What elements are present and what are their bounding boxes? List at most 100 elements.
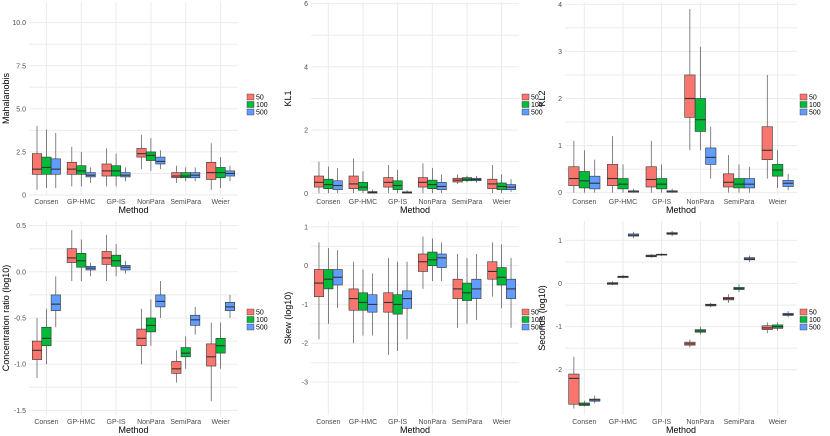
legend-key-500 [246, 323, 255, 331]
y-tick-label: -0.5 [14, 316, 26, 323]
x-tick-label: SemiPara [724, 419, 755, 426]
box-100 [41, 326, 52, 347]
x-axis-title: Method [118, 205, 148, 215]
x-tick-label: Consen [316, 419, 340, 426]
box-50 [487, 261, 498, 280]
legend-key-100 [521, 101, 530, 108]
y-tick-label: -2 [302, 341, 308, 348]
x-tick-label: NonPara [137, 199, 165, 206]
y-tick-label: 2.5 [16, 149, 26, 156]
legend-label: 500 [256, 325, 268, 332]
box-50 [348, 175, 359, 189]
plot-area [29, 2, 238, 195]
y-axis-title: Skew (log10) [283, 292, 293, 345]
box-100 [41, 156, 52, 175]
y-axis-title: Seconds (log10) [537, 285, 547, 351]
box-50 [66, 248, 77, 263]
y-tick-label: 0.5 [16, 223, 26, 230]
legend-key-50 [799, 308, 808, 316]
x-tick-label: GP-IS [107, 419, 126, 426]
box-100 [427, 251, 438, 266]
y-tick-label: -1 [302, 302, 308, 309]
chart-panel-1: 0 2.5 5.0 7.5 10.0 Consen GP-HMC GP-IS NonPara Se… [1, 2, 268, 215]
y-tick-label: 4 [558, 2, 562, 9]
x-tick-label: Consen [572, 199, 596, 206]
legend-label: 100 [809, 317, 821, 324]
x-tick-label: Consen [572, 419, 596, 426]
x-tick-label: Consen [316, 199, 340, 206]
x-tick-label: Consen [34, 199, 58, 206]
legend-key-500 [799, 108, 808, 116]
x-tick-label: NonPara [687, 199, 715, 206]
y-tick-label: 0 [558, 190, 562, 197]
y-tick-label: 2 [304, 128, 308, 135]
box-50 [66, 161, 77, 175]
y-tick-label: 4 [304, 64, 308, 71]
y-axis-title: Mahalanobis [1, 72, 11, 124]
box-500 [743, 178, 755, 189]
x-tick-label: Weier [212, 199, 231, 206]
x-tick-label: GP-HMC [67, 419, 95, 426]
box-100 [76, 165, 87, 175]
x-tick-label: Weier [769, 199, 788, 206]
legend-key-500 [521, 108, 530, 116]
chart-panel-2: 0 2 4 6 Consen GP-HMC GP-IS NonPara SemiPara Weie… [283, 1, 543, 215]
y-tick-label: 7.5 [16, 63, 26, 70]
legend-label: 100 [531, 102, 543, 109]
legend-key-500 [799, 323, 808, 331]
x-axis-title: Method [118, 425, 148, 435]
box-100 [694, 98, 706, 132]
x-tick-label: Weier [212, 419, 231, 426]
plot-area [311, 221, 519, 415]
y-tick-label: 0 [304, 191, 308, 198]
legend-label: 50 [809, 95, 817, 102]
legend-key-50 [246, 308, 255, 316]
box-100 [496, 267, 507, 286]
box-50 [607, 164, 619, 186]
legend-label: 50 [531, 310, 539, 317]
x-tick-label: GP-HMC [67, 199, 95, 206]
legend-label: 50 [256, 95, 264, 102]
legend-key-500 [521, 323, 530, 331]
y-tick-label: 6 [304, 1, 308, 8]
box-50 [136, 148, 147, 158]
plot-area [565, 221, 797, 415]
legend-key-100 [246, 101, 255, 108]
box-50 [645, 166, 657, 188]
chart-panel-6: -2 -1 0 1 Consen GP-HMC GP-IS NonPara SemiPara We… [537, 221, 821, 435]
x-tick-label: SemiPara [724, 199, 755, 206]
x-tick-label: GP-HMC [609, 199, 637, 206]
legend-label: 100 [809, 102, 821, 109]
y-tick-label: 0 [304, 263, 308, 270]
x-tick-label: GP-HMC [349, 419, 377, 426]
legend-label: 100 [256, 102, 268, 109]
chart-panel-3: 0 1 2 3 4 Consen GP-HMC GP-IS NonPara SemiPara Wei… [537, 2, 821, 215]
box-500 [155, 156, 166, 165]
box-500 [50, 158, 61, 175]
box-500 [50, 294, 61, 311]
box-50 [101, 163, 112, 177]
box-50 [136, 328, 147, 347]
legend-key-50 [246, 93, 255, 101]
legend-key-50 [521, 93, 530, 101]
box-100 [180, 172, 191, 179]
legend-label: 50 [256, 310, 264, 317]
legend-label: 500 [531, 325, 543, 332]
x-tick-label: SemiPara [170, 419, 201, 426]
x-tick-label: GP-IS [388, 419, 407, 426]
legend-key-100 [799, 316, 808, 323]
box-100 [145, 151, 156, 161]
box-50 [684, 74, 696, 118]
legend-label: 500 [531, 110, 543, 117]
legend-key-100 [246, 316, 255, 323]
x-tick-label: Weier [769, 419, 788, 426]
y-tick-label: 0.0 [16, 269, 26, 276]
x-tick-label: Weier [493, 419, 512, 426]
x-tick-label: SemiPara [452, 199, 483, 206]
box-50 [348, 288, 359, 311]
box-500 [436, 253, 447, 268]
